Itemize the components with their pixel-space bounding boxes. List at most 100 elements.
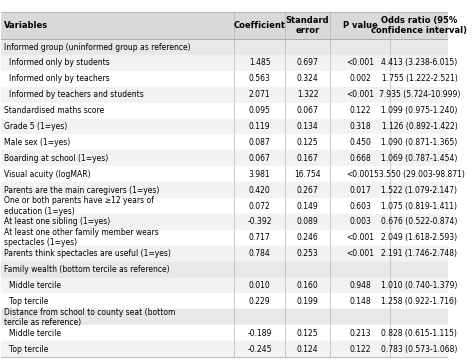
Bar	[1, 230, 448, 246]
Text: 0.167: 0.167	[297, 154, 319, 163]
Text: 0.668: 0.668	[349, 154, 371, 163]
Text: 0.089: 0.089	[297, 218, 319, 226]
Text: 0.213: 0.213	[349, 329, 371, 338]
Bar	[1, 103, 448, 119]
Text: P value: P value	[343, 21, 378, 30]
Text: Variables: Variables	[4, 21, 48, 30]
Text: 0.125: 0.125	[297, 329, 319, 338]
Bar	[1, 294, 448, 310]
Text: 0.828 (0.615-1.115): 0.828 (0.615-1.115)	[382, 329, 457, 338]
Bar	[1, 262, 448, 278]
Text: 0.267: 0.267	[297, 186, 319, 195]
Text: 1.010 (0.740-1.379): 1.010 (0.740-1.379)	[381, 281, 457, 290]
Text: 16.754: 16.754	[294, 170, 321, 179]
Text: 0.563: 0.563	[249, 74, 271, 83]
Text: Informed only by teachers: Informed only by teachers	[9, 74, 110, 83]
Text: -0.189: -0.189	[247, 329, 272, 338]
Text: 1.090 (0.871-1.365): 1.090 (0.871-1.365)	[381, 138, 457, 147]
Text: Male sex (1=yes): Male sex (1=yes)	[4, 138, 70, 147]
Text: 0.148: 0.148	[349, 297, 371, 306]
Text: Odds ratio (95%
confidence interval): Odds ratio (95% confidence interval)	[372, 16, 467, 35]
Text: 0.948: 0.948	[349, 281, 371, 290]
Text: 1.522 (1.079-2.147): 1.522 (1.079-2.147)	[382, 186, 457, 195]
Text: 0.072: 0.072	[249, 202, 271, 211]
Text: 2.049 (1.618-2.593): 2.049 (1.618-2.593)	[382, 233, 457, 242]
Text: 0.119: 0.119	[249, 122, 270, 131]
Text: 0.229: 0.229	[249, 297, 270, 306]
Text: <0.001: <0.001	[346, 90, 374, 99]
Text: 1.322: 1.322	[297, 90, 319, 99]
Text: 0.603: 0.603	[349, 202, 371, 211]
Text: Distance from school to county seat (bottom
tercile as reference): Distance from school to county seat (bot…	[4, 308, 175, 327]
Text: 0.002: 0.002	[349, 74, 371, 83]
Bar	[1, 39, 448, 55]
Text: Top tercile: Top tercile	[9, 345, 49, 354]
Text: 0.134: 0.134	[297, 122, 319, 131]
Bar	[1, 134, 448, 150]
Text: At least one other family member wears
spectacles (1=yes): At least one other family member wears s…	[4, 228, 158, 247]
Bar	[1, 55, 448, 71]
Text: 0.199: 0.199	[297, 297, 319, 306]
Bar	[1, 198, 448, 214]
Text: Informed only by students: Informed only by students	[9, 58, 110, 67]
Text: Standardised maths score: Standardised maths score	[4, 106, 104, 115]
Text: 0.717: 0.717	[249, 233, 271, 242]
Text: 1.755 (1.222-2.521): 1.755 (1.222-2.521)	[382, 74, 457, 83]
Text: 7.935 (5.724-10.999): 7.935 (5.724-10.999)	[379, 90, 460, 99]
Text: 0.122: 0.122	[349, 345, 371, 354]
Text: 4.413 (3.238-6.015): 4.413 (3.238-6.015)	[381, 58, 457, 67]
Text: 0.124: 0.124	[297, 345, 319, 354]
Bar	[1, 214, 448, 230]
Text: 0.784: 0.784	[249, 249, 271, 258]
Text: <0.001: <0.001	[346, 233, 374, 242]
Text: 0.450: 0.450	[349, 138, 371, 147]
Text: Boarding at school (1=yes): Boarding at school (1=yes)	[4, 154, 108, 163]
Text: 0.010: 0.010	[249, 281, 271, 290]
Text: 0.122: 0.122	[349, 106, 371, 115]
Bar	[1, 278, 448, 294]
Bar	[1, 150, 448, 166]
Text: Informed group (uninformed group as reference): Informed group (uninformed group as refe…	[4, 43, 190, 51]
Bar	[1, 246, 448, 262]
Text: 0.253: 0.253	[297, 249, 319, 258]
Text: 0.067: 0.067	[249, 154, 271, 163]
Text: 1.069 (0.787-1.454): 1.069 (0.787-1.454)	[381, 154, 457, 163]
Text: 0.067: 0.067	[297, 106, 319, 115]
Text: 1.126 (0.892-1.422): 1.126 (0.892-1.422)	[382, 122, 457, 131]
Text: <0.001: <0.001	[346, 58, 374, 67]
Text: 1.099 (0.975-1.240): 1.099 (0.975-1.240)	[381, 106, 457, 115]
Text: Parents think spectacles are useful (1=yes): Parents think spectacles are useful (1=y…	[4, 249, 171, 258]
Bar	[1, 87, 448, 103]
Text: Middle tercile: Middle tercile	[9, 281, 62, 290]
Text: 0.003: 0.003	[349, 218, 371, 226]
Bar	[1, 166, 448, 182]
Text: 1.075 (0.819-1.411): 1.075 (0.819-1.411)	[382, 202, 457, 211]
Text: 0.676 (0.522-0.874): 0.676 (0.522-0.874)	[381, 218, 457, 226]
Text: 0.246: 0.246	[297, 233, 319, 242]
Text: Top tercile: Top tercile	[9, 297, 49, 306]
Text: Coefficient: Coefficient	[234, 21, 286, 30]
Text: 1.485: 1.485	[249, 58, 270, 67]
Text: At least one sibling (1=yes): At least one sibling (1=yes)	[4, 218, 110, 226]
Text: One or both parents have ≥12 years of
education (1=yes): One or both parents have ≥12 years of ed…	[4, 197, 154, 215]
Text: 0.420: 0.420	[249, 186, 271, 195]
Bar	[1, 12, 448, 39]
Bar	[1, 341, 448, 357]
Text: 1.258 (0.922-1.716): 1.258 (0.922-1.716)	[382, 297, 457, 306]
Text: Family wealth (bottom tercile as reference): Family wealth (bottom tercile as referen…	[4, 265, 169, 274]
Bar	[1, 325, 448, 341]
Text: 0.149: 0.149	[297, 202, 319, 211]
Text: 0.783 (0.573-1.068): 0.783 (0.573-1.068)	[381, 345, 457, 354]
Text: 0.087: 0.087	[249, 138, 271, 147]
Text: 3.981: 3.981	[249, 170, 270, 179]
Text: 0.318: 0.318	[349, 122, 371, 131]
Text: -0.245: -0.245	[247, 345, 272, 354]
Text: 2.071: 2.071	[249, 90, 270, 99]
Text: Informed by teachers and students: Informed by teachers and students	[9, 90, 144, 99]
Text: 0.125: 0.125	[297, 138, 319, 147]
Text: <0.001: <0.001	[346, 249, 374, 258]
Text: Standard
error: Standard error	[286, 16, 329, 35]
Text: Middle tercile: Middle tercile	[9, 329, 62, 338]
Bar	[1, 310, 448, 325]
Text: 0.017: 0.017	[349, 186, 371, 195]
